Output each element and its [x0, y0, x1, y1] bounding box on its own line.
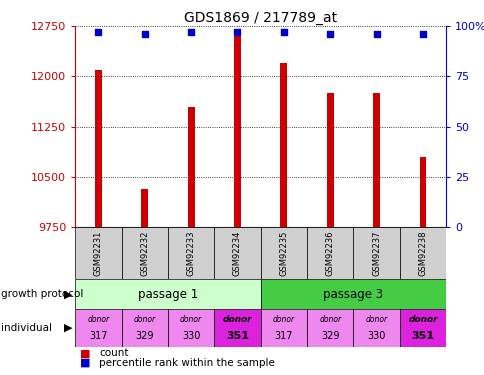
Bar [75, 309, 121, 347]
Bar [260, 309, 306, 347]
Bar [280, 63, 287, 227]
Point [372, 31, 380, 37]
Bar [214, 227, 260, 279]
Text: 317: 317 [274, 332, 292, 341]
Text: donor: donor [87, 315, 109, 324]
Text: ■: ■ [80, 348, 91, 358]
Bar [306, 227, 353, 279]
Point [187, 29, 195, 35]
Bar [75, 279, 260, 309]
Bar [399, 309, 445, 347]
Text: 329: 329 [135, 332, 154, 341]
Text: 329: 329 [320, 332, 339, 341]
Text: passage 3: passage 3 [323, 288, 383, 301]
Text: 330: 330 [182, 332, 200, 341]
Text: donor: donor [318, 315, 341, 324]
Text: GSM92233: GSM92233 [186, 230, 195, 276]
Text: ■: ■ [80, 358, 91, 368]
Bar [167, 227, 214, 279]
Bar [399, 227, 445, 279]
Text: donor: donor [408, 315, 437, 324]
Point [140, 31, 148, 37]
Title: GDS1869 / 217789_at: GDS1869 / 217789_at [184, 11, 336, 25]
Bar [234, 31, 241, 227]
Bar [419, 157, 425, 227]
Bar [372, 93, 379, 227]
Text: GSM92231: GSM92231 [94, 230, 103, 276]
Bar [214, 309, 260, 347]
Point [233, 29, 241, 35]
Bar [141, 189, 148, 227]
Text: GSM92234: GSM92234 [232, 230, 242, 276]
Text: percentile rank within the sample: percentile rank within the sample [99, 358, 275, 368]
Bar [121, 227, 167, 279]
Text: passage 1: passage 1 [137, 288, 197, 301]
Bar [95, 70, 102, 227]
Text: 317: 317 [89, 332, 107, 341]
Bar [187, 106, 194, 227]
Text: 351: 351 [226, 332, 248, 341]
Text: 330: 330 [367, 332, 385, 341]
Text: count: count [99, 348, 129, 358]
Bar [353, 309, 399, 347]
Bar [260, 227, 306, 279]
Text: individual: individual [1, 323, 52, 333]
Text: donor: donor [222, 315, 252, 324]
Text: ▶: ▶ [64, 290, 73, 299]
Text: GSM92238: GSM92238 [418, 230, 426, 276]
Text: ▶: ▶ [64, 323, 73, 333]
Point [94, 29, 102, 35]
Bar [306, 309, 353, 347]
Text: GSM92235: GSM92235 [279, 230, 288, 276]
Text: 351: 351 [410, 332, 434, 341]
Text: GSM92236: GSM92236 [325, 230, 334, 276]
Text: GSM92232: GSM92232 [140, 230, 149, 276]
Text: GSM92237: GSM92237 [371, 230, 380, 276]
Point [326, 31, 333, 37]
Text: donor: donor [365, 315, 387, 324]
Point [279, 29, 287, 35]
Bar [353, 227, 399, 279]
Bar [167, 309, 214, 347]
Text: donor: donor [134, 315, 155, 324]
Bar [121, 309, 167, 347]
Bar [75, 227, 121, 279]
Bar [260, 279, 445, 309]
Text: donor: donor [272, 315, 294, 324]
Text: growth protocol: growth protocol [1, 290, 83, 299]
Point [418, 31, 426, 37]
Bar [326, 93, 333, 227]
Text: donor: donor [180, 315, 202, 324]
